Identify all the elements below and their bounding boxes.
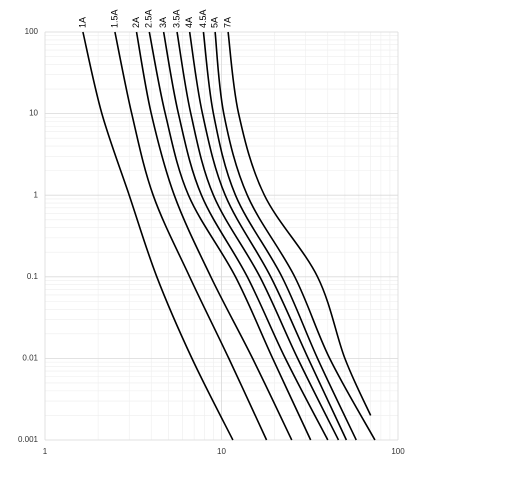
x-tick-label: 100 [391,447,405,456]
x-tick-label: 10 [217,447,226,456]
curve [202,31,357,441]
series-label: 2A [131,17,141,28]
series-label: 1A [77,17,87,28]
series-label: 3.5A [171,9,181,28]
series-label: 5A [209,17,219,28]
x-tick-label: 1 [43,447,48,456]
curve [176,31,340,441]
y-tick-label: 100 [25,27,39,36]
y-tick-label: 0.01 [22,354,38,363]
series-label: 7A [222,17,232,28]
curve [188,31,348,441]
series-label: 3A [158,17,168,28]
y-tick-label: 0.001 [18,435,39,444]
curve [135,31,293,441]
y-tick-label: 10 [29,109,38,118]
curve [214,31,376,441]
curve [227,31,372,416]
curve [114,31,268,441]
y-tick-label: 1 [34,190,39,199]
curve [82,31,234,441]
series-label: 4A [184,17,194,28]
curve [148,31,312,441]
series-label: 4.5A [198,9,208,28]
series-label: 1.5A [109,9,119,28]
series-label: 2.5A [144,9,154,28]
y-tick-label: 0.1 [27,272,39,281]
curve [162,31,329,441]
